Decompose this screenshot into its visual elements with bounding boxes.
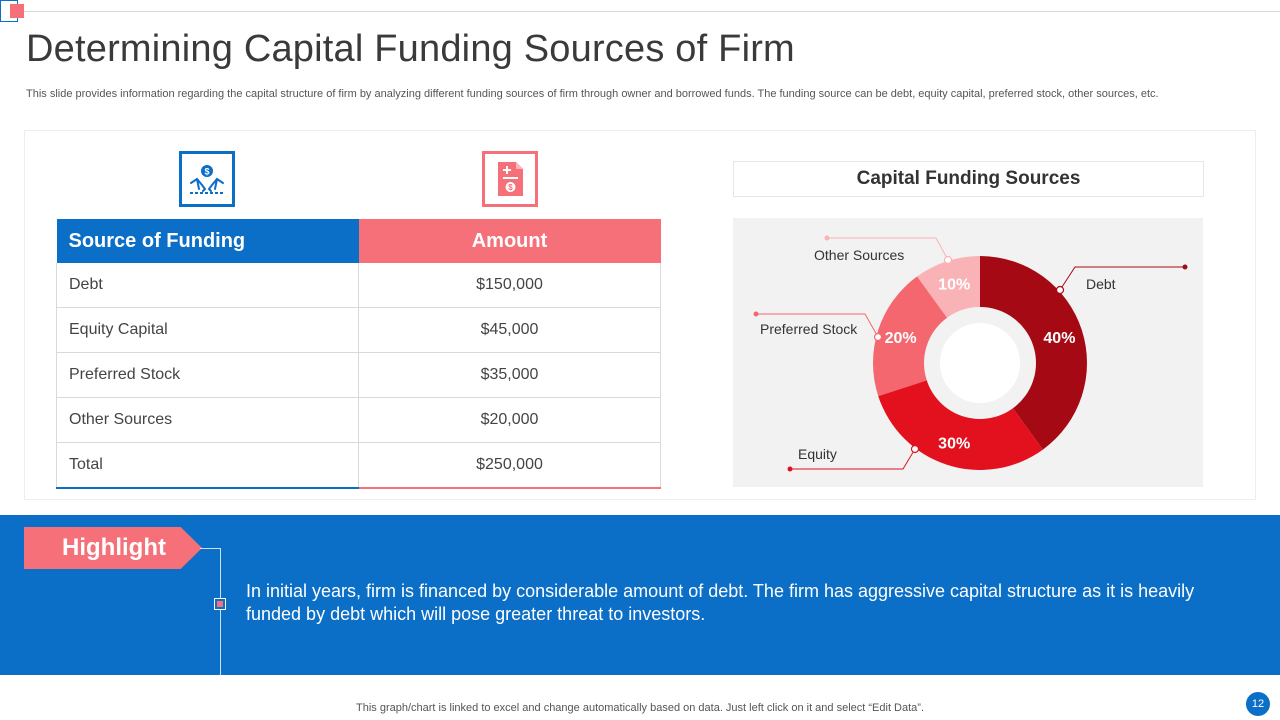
slice-value-label: 30% xyxy=(938,435,970,452)
donut-slice-other-sources[interactable] xyxy=(917,256,980,318)
slice-category-label: Equity xyxy=(798,446,837,462)
cell-source: Preferred Stock xyxy=(56,352,359,398)
callout-dot xyxy=(1182,264,1188,270)
highlight-text: In initial years, firm is financed by co… xyxy=(246,581,1195,624)
slice-value-label: 20% xyxy=(885,330,917,347)
svg-text:$: $ xyxy=(508,183,513,192)
slice-category-label: Debt xyxy=(1086,276,1116,292)
highlight-tag: Highlight xyxy=(24,527,202,569)
cell-source: Equity Capital xyxy=(56,307,359,353)
slice-value-label: 10% xyxy=(938,277,970,294)
highlight-band xyxy=(0,515,1280,675)
content-panel xyxy=(24,130,1256,500)
slide-title: Determining Capital Funding Sources of F… xyxy=(26,28,795,70)
header-source: Source of Funding xyxy=(56,219,359,263)
donut-slice-preferred-stock[interactable] xyxy=(873,276,948,397)
cell-source: Other Sources xyxy=(56,397,359,443)
slide-subtitle: This slide provides information regardin… xyxy=(26,88,1159,100)
table-row: Preferred Stock $35,000 xyxy=(56,352,661,398)
slice-value-label: 40% xyxy=(1043,330,1075,347)
callout-line xyxy=(790,448,916,470)
slice-category-label: Preferred Stock xyxy=(760,321,858,337)
callout-anchor xyxy=(873,332,883,342)
donut-chart[interactable]: 40% 30% 20% 10% Debt Equity Preferred Stock Oth… xyxy=(733,218,1203,487)
callout-anchor xyxy=(1055,285,1065,295)
hands-dollar-icon: $ xyxy=(179,151,235,207)
callout-anchor xyxy=(910,444,920,454)
callout-line xyxy=(1059,266,1185,291)
connector-line xyxy=(200,548,221,549)
cell-source: Total xyxy=(56,442,359,489)
corner-decoration-fill xyxy=(10,4,24,18)
table-row: Equity Capital $45,000 xyxy=(56,307,661,353)
connector-line-vertical xyxy=(220,548,221,675)
footer-note: This graph/chart is linked to excel and … xyxy=(355,702,925,714)
callout-line xyxy=(756,313,879,338)
header-amount: Amount xyxy=(358,219,661,263)
cell-amount: $250,000 xyxy=(358,442,661,489)
table-row-total: Total $250,000 xyxy=(56,442,661,489)
callout-dot xyxy=(824,235,830,241)
callout-anchor xyxy=(943,255,953,265)
donut-slice-equity[interactable] xyxy=(878,380,1043,470)
funding-table: Source of Funding Amount Debt $150,000 E… xyxy=(56,219,661,489)
cell-amount: $45,000 xyxy=(358,307,661,353)
callout-dot xyxy=(753,311,759,317)
callout-dot xyxy=(787,466,793,472)
connector-dot xyxy=(214,598,226,610)
table-header-row: Source of Funding Amount xyxy=(56,219,661,263)
page-number: 12 xyxy=(1246,692,1270,716)
table-row: Debt $150,000 xyxy=(56,263,661,308)
svg-text:$: $ xyxy=(204,167,209,177)
cell-amount: $150,000 xyxy=(358,263,661,308)
cell-amount: $35,000 xyxy=(358,352,661,398)
slice-category-label: Other Sources xyxy=(814,247,904,263)
table-row: Other Sources $20,000 xyxy=(56,397,661,443)
callout-line xyxy=(827,237,949,261)
donut-slice-debt[interactable] xyxy=(980,256,1087,450)
cell-amount: $20,000 xyxy=(358,397,661,443)
cell-source: Debt xyxy=(56,263,359,308)
donut-chart-svg: 40% 30% 20% 10% Debt Equity Preferred Stock Oth… xyxy=(753,235,1188,472)
top-divider xyxy=(24,11,1280,12)
chart-title: Capital Funding Sources xyxy=(733,161,1204,197)
document-dollar-icon: $ xyxy=(482,151,538,207)
donut-center xyxy=(940,323,1020,403)
